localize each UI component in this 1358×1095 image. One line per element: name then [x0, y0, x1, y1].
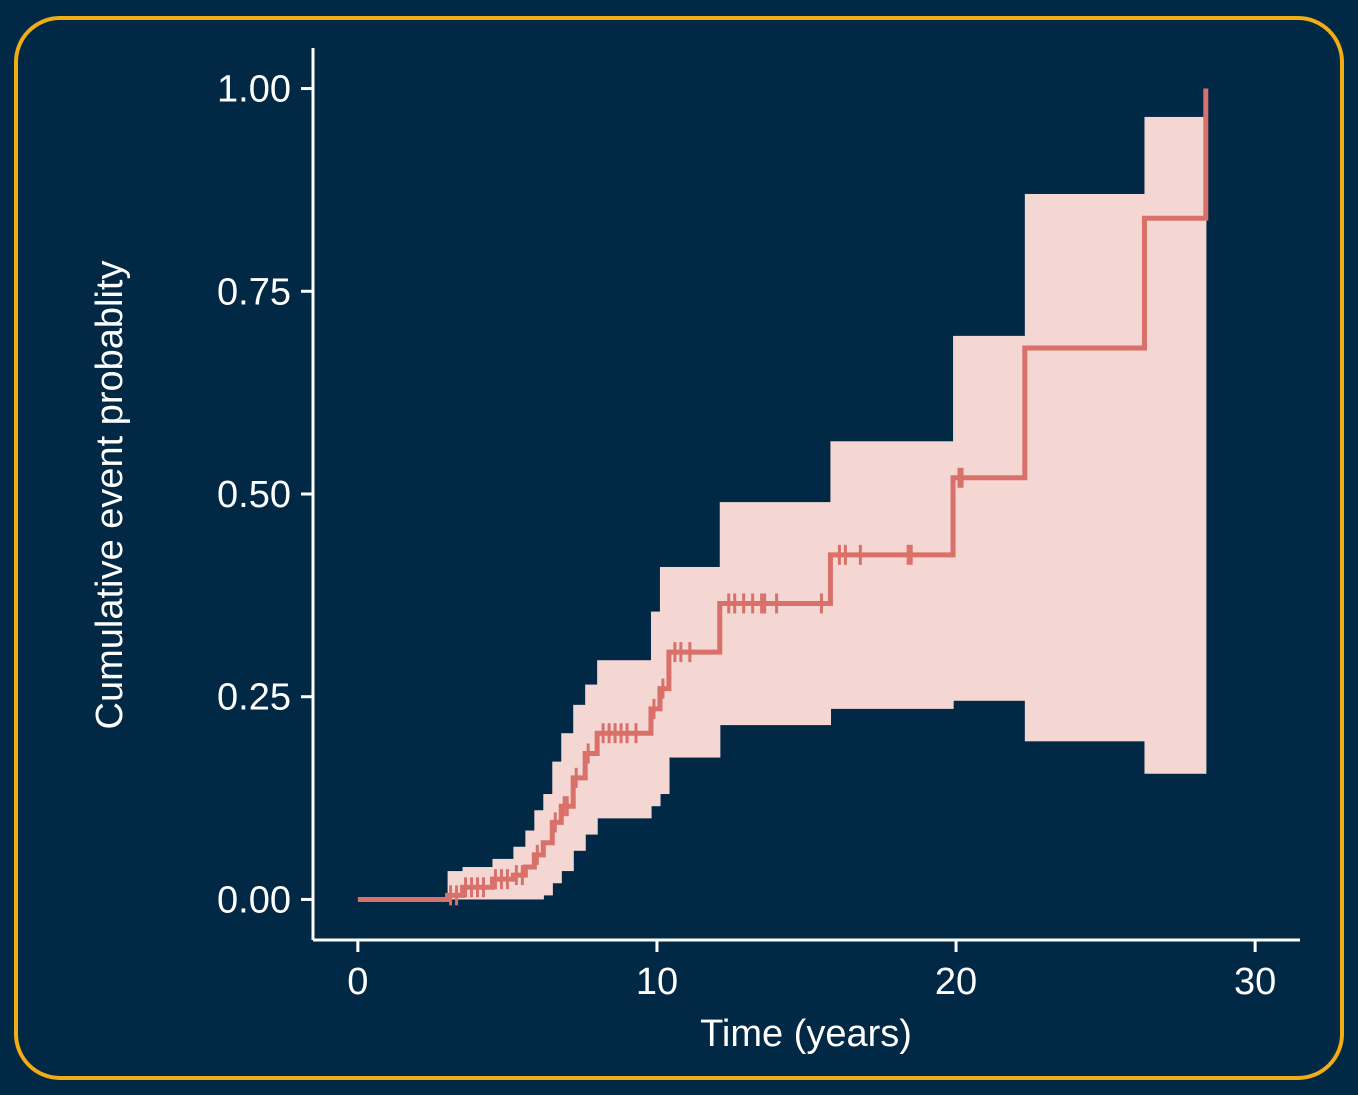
- survival-step-line: [357, 88, 1209, 902]
- y-tick-label: 0.75: [217, 271, 291, 313]
- chart-frame: [14, 16, 1344, 1080]
- y-axis-label: Cumulative event probablity: [89, 261, 131, 730]
- y-tick-label: 0.00: [217, 879, 291, 921]
- confidence-band-segment: [1024, 193, 1146, 742]
- confidence-band-segment: [830, 441, 954, 709]
- confidence-band-segment: [597, 660, 652, 819]
- x-tick-label: 10: [636, 961, 678, 1003]
- x-tick-label: 30: [1234, 961, 1276, 1003]
- confidence-band-layer: [447, 116, 1207, 900]
- y-tick-label: 0.50: [217, 474, 291, 516]
- confidence-band-segment: [1144, 116, 1205, 774]
- censor-marks-layer: [449, 467, 964, 906]
- confidence-band-segment: [585, 684, 598, 835]
- x-tick-label: 20: [935, 961, 977, 1003]
- x-axis-label: Time (years): [700, 1013, 912, 1055]
- step-line-layer: [357, 88, 1209, 902]
- x-tick-label: 0: [347, 961, 368, 1003]
- confidence-band-segment: [953, 335, 1026, 701]
- y-tick-label: 1.00: [217, 69, 291, 111]
- axes-layer: 0.00 0.25 0.50 0.75 1.00 0 10 20 30: [217, 48, 1300, 1003]
- confidence-band-segment: [1204, 116, 1207, 774]
- confidence-band-segment: [719, 502, 832, 726]
- y-tick-label: 0.25: [217, 677, 291, 719]
- confidence-band-segment: [659, 566, 670, 795]
- confidence-band-segment: [668, 566, 721, 758]
